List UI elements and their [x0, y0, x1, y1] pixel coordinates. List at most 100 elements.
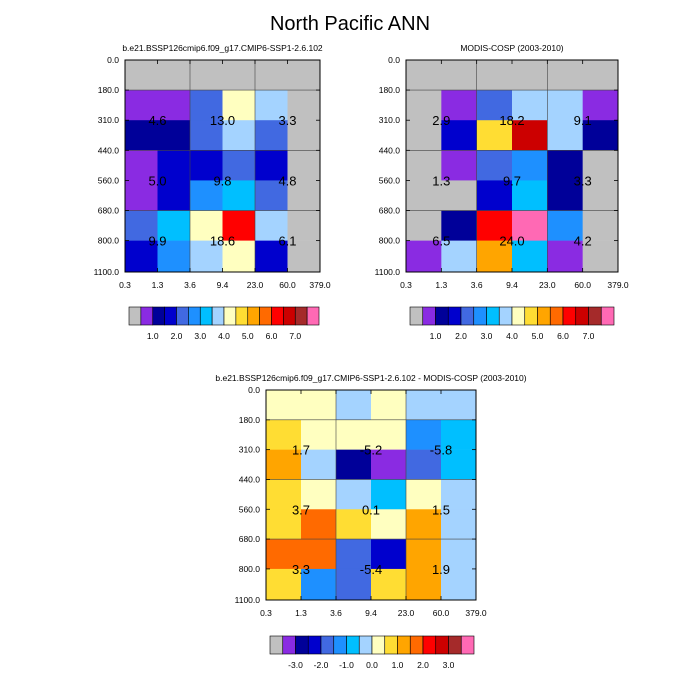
heatmap-cell: [125, 150, 158, 181]
x-tick-label: 23.0: [247, 280, 264, 290]
heatmap-cell: [441, 90, 477, 121]
y-tick-label: 800.0: [98, 236, 120, 246]
cell-value-label: 3.3: [278, 113, 296, 128]
y-tick-label: 560.0: [98, 175, 120, 185]
colorbar-label: 3.0: [194, 331, 206, 341]
heatmap-cell: [441, 449, 477, 480]
heatmap-cell: [222, 150, 256, 181]
y-tick-label: 180.0: [239, 415, 261, 425]
heatmap-cell: [512, 90, 548, 121]
heatmap-cell: [441, 419, 477, 450]
colorbar-swatch: [176, 306, 189, 326]
colorbar-label: 2.0: [417, 660, 429, 670]
heatmap-cell: [547, 150, 583, 181]
heatmap-cell: [582, 150, 619, 181]
heatmap-cell: [222, 180, 256, 211]
colorbar-label: 3.0: [443, 660, 455, 670]
heatmap-cell: [255, 150, 288, 181]
heatmap-cell: [371, 479, 407, 510]
cell-value-label: 4.8: [278, 173, 296, 188]
heatmap-cell: [406, 90, 442, 121]
heatmap-cell: [547, 210, 583, 241]
y-tick-label: 310.0: [98, 115, 120, 125]
colorbar-label: 0.0: [366, 660, 378, 670]
heatmap-cell: [125, 180, 158, 211]
colorbar-swatch: [295, 635, 309, 655]
heatmap-cell: [582, 240, 619, 273]
cell-value-label: 0.1: [362, 502, 380, 517]
colorbar-label: 7.0: [583, 331, 595, 341]
heatmap-cell: [301, 419, 337, 450]
x-tick-label: 9.4: [506, 280, 518, 290]
heatmap-cell: [336, 509, 372, 540]
heatmap-cell: [301, 568, 337, 601]
colorbar-swatch: [128, 306, 142, 326]
heatmap-cell: [476, 60, 513, 91]
colorbar-swatch: [358, 635, 373, 655]
heatmap-cell: [190, 60, 223, 91]
cell-value-label: 3.3: [292, 562, 310, 577]
x-tick-label: 0.3: [400, 280, 412, 290]
heatmap-cell: [441, 568, 477, 601]
heatmap-cell: [512, 210, 548, 241]
heatmap-cell: [476, 150, 513, 181]
heatmap-cell: [547, 60, 583, 91]
colorbar-label: 6.0: [266, 331, 278, 341]
x-tick-label: 60.0: [574, 280, 591, 290]
heatmap-cell: [476, 120, 513, 151]
colorbar-swatch: [294, 306, 308, 326]
colorbar-swatch: [575, 306, 589, 326]
heatmap-cell: [190, 180, 223, 211]
heatmap-cell: [287, 150, 321, 181]
y-tick-label: 440.0: [98, 145, 120, 155]
cell-value-label: 2.9: [432, 113, 450, 128]
x-tick-label: 0.3: [119, 280, 131, 290]
heatmap-cell: [287, 210, 321, 241]
colorbar-swatch: [247, 306, 260, 326]
heatmap-cell: [582, 90, 619, 121]
heatmap-cell: [512, 150, 548, 181]
colorbar-label: 6.0: [557, 331, 569, 341]
colorbar-swatch: [473, 306, 487, 326]
colorbar-swatch: [397, 635, 411, 655]
colorbar-swatch: [223, 306, 237, 326]
heatmap-cell: [512, 120, 548, 151]
colorbar-swatch: [259, 306, 272, 326]
colorbar-swatch: [435, 306, 449, 326]
heatmap-cell: [476, 90, 513, 121]
cell-value-label: 4.6: [148, 113, 166, 128]
heatmap-cell: [441, 509, 477, 540]
cell-value-label: 3.7: [292, 502, 310, 517]
cell-value-label: 9.1: [574, 113, 592, 128]
heatmap-cell: [125, 120, 158, 151]
x-tick-label: 3.6: [471, 280, 483, 290]
heatmap-cell: [441, 210, 477, 241]
heatmap-cell: [371, 419, 407, 450]
heatmap-cell: [406, 240, 442, 273]
colorbar-swatch: [140, 306, 154, 326]
colorbar-swatch: [271, 306, 284, 326]
heatmap-cell: [301, 539, 337, 570]
y-tick-label: 680.0: [239, 534, 261, 544]
colorbar-label: -3.0: [288, 660, 303, 670]
heatmap-cell: [301, 449, 337, 480]
heatmap-cell: [512, 180, 548, 211]
heatmap-cell: [406, 568, 442, 601]
x-tick-label: 23.0: [539, 280, 556, 290]
x-tick-label: 379.0: [309, 280, 331, 290]
y-tick-label: 440.0: [239, 474, 261, 484]
figure-title: North Pacific ANN: [270, 13, 430, 35]
colorbar-swatch: [422, 635, 437, 655]
x-tick-label: 0.3: [260, 608, 272, 618]
colorbar-swatch: [486, 306, 500, 326]
colorbar-swatch: [460, 306, 475, 326]
heatmap-cell: [441, 240, 477, 273]
heatmap-cell: [406, 419, 442, 450]
colorbar-label: 1.0: [430, 331, 442, 341]
y-tick-label: 560.0: [239, 504, 261, 514]
panel-1: b.e21.BSSP126cmip6.f09_g17.CMIP6-SSP1-2.…: [94, 43, 331, 341]
heatmap-cell: [406, 509, 442, 540]
y-tick-label: 680.0: [379, 206, 401, 216]
heatmap-cell: [157, 210, 191, 241]
x-tick-label: 379.0: [607, 280, 629, 290]
